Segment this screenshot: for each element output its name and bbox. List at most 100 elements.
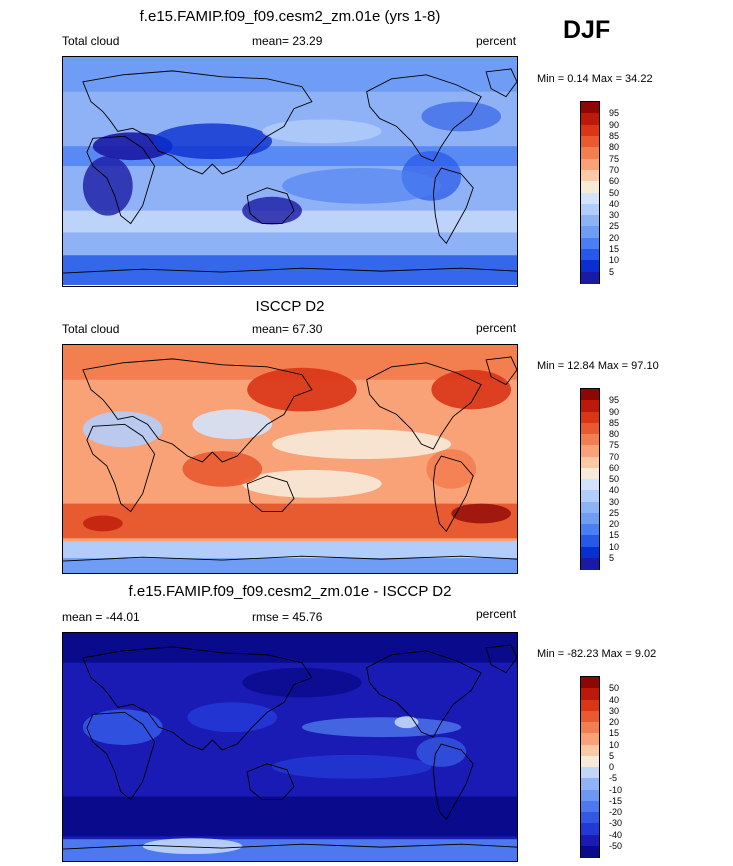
colorbar-tick-label: -30 [609, 818, 623, 829]
colorbar-tick-label: 30 [609, 705, 620, 716]
colorbar-segment [581, 158, 599, 171]
colorbar-segment [581, 733, 599, 745]
colorbar-segment [581, 102, 599, 114]
colorbar-segment [581, 147, 599, 160]
colorbar-tick-label: 25 [609, 507, 620, 518]
colorbar-tick-label: 90 [609, 119, 620, 130]
panel-1-minmax: Min = 0.14 Max = 34.22 [537, 73, 653, 85]
colorbar-tick-label: 5 [609, 266, 615, 277]
colorbar-segment [581, 434, 599, 446]
colorbar-tick-label: 10 [609, 541, 620, 552]
colorbar-tick-label: 25 [609, 221, 620, 232]
colorbar-segment [581, 215, 599, 227]
panel-1-title: f.e15.FAMIP.f09_f09.cesm2_zm.01e (yrs 1-… [139, 8, 441, 25]
colorbar-segment [581, 744, 599, 757]
colorbar-tick-label: 70 [609, 164, 620, 175]
panel-1-variable-label: Total cloud [62, 34, 120, 48]
colorbar-tick-label: 5 [609, 750, 615, 761]
colorbar-tick-label: 40 [609, 485, 620, 496]
colorbar-segment [581, 755, 599, 768]
colorbar-tick-label: -10 [609, 784, 623, 795]
colorbar-segment [581, 778, 599, 790]
colorbar-segment [581, 237, 599, 250]
panel-1-colorbar [580, 101, 600, 284]
panel-3-units-label: percent [476, 607, 517, 621]
colorbar-tick-label: 15 [609, 244, 620, 255]
panel-2-variable-label: Total cloud [62, 322, 120, 336]
colorbar-segment [581, 845, 599, 858]
colorbar-segment [581, 192, 599, 205]
colorbar-tick-label: 95 [609, 108, 620, 119]
colorbar-segment [581, 789, 599, 802]
colorbar-tick-label: -20 [609, 807, 623, 817]
colorbar-tick-label: 10 [609, 255, 620, 266]
colorbar-segment [581, 135, 599, 148]
colorbar-tick-label: 85 [609, 130, 620, 141]
colorbar-tick-label: 30 [609, 210, 620, 221]
colorbar-segment [581, 260, 599, 273]
panel-1-map [62, 56, 518, 287]
colorbar-tick-label: 15 [609, 530, 620, 541]
panel-2-minmax: Min = 12.84 Max = 97.10 [537, 360, 659, 372]
panel-3-title: f.e15.FAMIP.f09_f09.cesm2_zm.01e - ISCCP… [128, 583, 452, 600]
colorbar-tick-label: 95 [609, 395, 620, 406]
panel-3-rmse-label: rmse = 45.76 [252, 610, 323, 624]
colorbar-segment [581, 501, 599, 514]
colorbar-segment [581, 181, 599, 193]
colorbar-segment [581, 699, 599, 712]
colorbar-tick-label: 90 [609, 406, 620, 417]
colorbar-segment [581, 411, 599, 424]
colorbar-segment [581, 113, 599, 126]
panel-3-minmax: Min = -82.23 Max = 9.02 [537, 648, 657, 660]
colorbar-segment [581, 557, 599, 570]
colorbar-segment [581, 535, 599, 547]
colorbar-tick-label: 40 [609, 694, 620, 705]
panel-2-mean-label: mean= 67.30 [252, 322, 323, 336]
colorbar-segment [581, 812, 599, 824]
colorbar-tick-label: -50 [609, 840, 623, 851]
colorbar-tick-label: 10 [609, 739, 620, 750]
colorbar-segment [581, 271, 599, 284]
colorbar-tick-label: -15 [609, 795, 623, 806]
colorbar-tick-label: 20 [609, 717, 620, 727]
colorbar-tick-label: 85 [609, 417, 620, 428]
colorbar-tick-label: 80 [609, 142, 620, 153]
colorbar-tick-label: -40 [609, 829, 623, 840]
panel-2-map [62, 344, 518, 574]
colorbar-segment [581, 467, 599, 480]
colorbar-tick-label: 15 [609, 728, 620, 739]
colorbar-segment [581, 479, 599, 491]
map-field-svg [63, 633, 517, 861]
colorbar-segment [581, 823, 599, 835]
colorbar-tick-label: 75 [609, 153, 620, 164]
colorbar-tick-label: 50 [609, 474, 620, 484]
colorbar-segment [581, 124, 599, 137]
colorbar-segment [581, 490, 599, 502]
panel-3-mean-label: mean = -44.01 [62, 610, 140, 624]
panel-3-colorbar [580, 676, 600, 858]
colorbar-tick-label: 50 [609, 187, 620, 198]
colorbar-segment [581, 203, 599, 216]
colorbar-segment [581, 800, 599, 813]
panel-2-units-label: percent [476, 321, 517, 335]
colorbar-tick-label: 70 [609, 451, 620, 462]
panel-2-title: ISCCP D2 [255, 298, 325, 315]
colorbar-tick-label: 20 [609, 519, 620, 529]
colorbar-segment [581, 169, 599, 182]
colorbar-tick-label: 80 [609, 429, 620, 439]
colorbar-segment [581, 226, 599, 239]
colorbar-tick-label: 5 [609, 552, 615, 563]
colorbar-segment [581, 512, 599, 525]
colorbar-segment [581, 422, 599, 435]
panel-3-map [62, 632, 518, 862]
colorbar-segment [581, 710, 599, 723]
colorbar-segment [581, 524, 599, 536]
colorbar-tick-label: 75 [609, 440, 620, 451]
colorbar-tick-label: 40 [609, 198, 620, 209]
colorbar-tick-label: -5 [609, 773, 618, 784]
colorbar-tick-label: 60 [609, 176, 620, 187]
panel-1-units-label: percent [476, 34, 517, 48]
colorbar-segment [581, 400, 599, 412]
colorbar-segment [581, 767, 599, 779]
colorbar-segment [581, 834, 599, 847]
